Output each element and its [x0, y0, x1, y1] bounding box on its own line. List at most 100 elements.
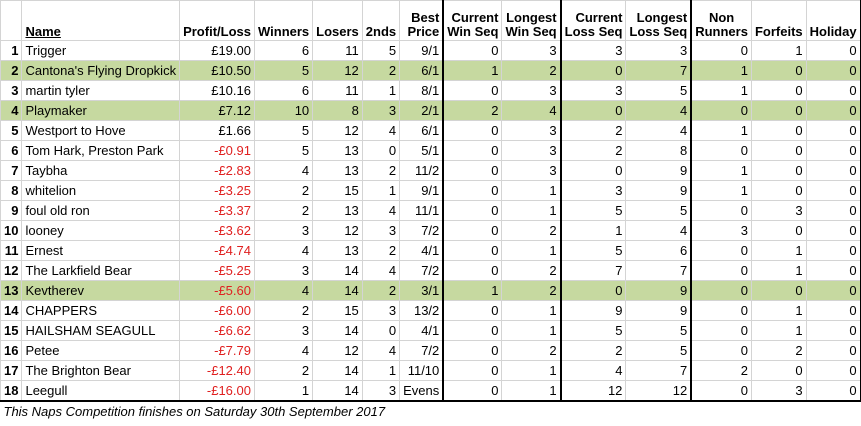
- row-profit-loss[interactable]: -£3.37: [179, 200, 255, 221]
- row-profit-loss[interactable]: -£3.62: [179, 220, 255, 241]
- row-forfeits[interactable]: 0: [750, 80, 807, 101]
- row-2nds[interactable]: 1: [361, 80, 401, 101]
- row-current-loss-seq[interactable]: 0: [560, 60, 627, 81]
- row-current-win-seq[interactable]: 0: [442, 220, 503, 241]
- row-holiday[interactable]: 0: [805, 260, 861, 281]
- row-longest-win-seq[interactable]: 1: [501, 360, 562, 381]
- row-winners[interactable]: 4: [253, 160, 314, 181]
- row-holiday[interactable]: 0: [805, 340, 861, 361]
- row-losers[interactable]: 13: [312, 140, 363, 161]
- col-header-2nds[interactable]: 2nds: [361, 0, 401, 41]
- row-profit-loss[interactable]: -£0.91: [179, 140, 255, 161]
- row-2nds[interactable]: 3: [361, 220, 401, 241]
- row-profit-loss[interactable]: -£7.79: [179, 340, 255, 361]
- row-longest-win-seq[interactable]: 2: [501, 340, 562, 361]
- row-2nds[interactable]: 0: [361, 140, 401, 161]
- row-holiday[interactable]: 0: [805, 320, 861, 341]
- table-row[interactable]: 18 Leegull -£16.00 1 14 3 Evens 0 1 12 12 0 3 0: [0, 380, 861, 402]
- row-name[interactable]: Tom Hark, Preston Park: [21, 140, 181, 161]
- table-row[interactable]: 12 The Larkfield Bear -£5.25 3 14 4 7/2 0 2 7 7 0 1 0: [0, 260, 861, 281]
- row-holiday[interactable]: 0: [805, 300, 861, 321]
- row-holiday[interactable]: 0: [805, 100, 861, 121]
- row-best-price[interactable]: 4/1: [399, 240, 444, 261]
- row-position[interactable]: 13: [0, 280, 23, 301]
- row-losers[interactable]: 14: [312, 380, 363, 402]
- row-current-loss-seq[interactable]: 5: [560, 240, 627, 261]
- row-holiday[interactable]: 0: [805, 200, 861, 221]
- row-longest-loss-seq[interactable]: 7: [625, 360, 693, 381]
- row-longest-win-seq[interactable]: 2: [501, 220, 562, 241]
- row-position[interactable]: 6: [0, 140, 23, 161]
- row-profit-loss[interactable]: -£12.40: [179, 360, 255, 381]
- table-row[interactable]: 9 foul old ron -£3.37 2 13 4 11/1 0 1 5 5 0 3 0: [0, 200, 861, 221]
- row-best-price[interactable]: 13/2: [399, 300, 444, 321]
- row-2nds[interactable]: 1: [361, 180, 401, 201]
- row-forfeits[interactable]: 1: [750, 40, 807, 61]
- table-row[interactable]: 3 martin tyler £10.16 6 11 1 8/1 0 3 3 5 1 0 0: [0, 80, 861, 101]
- row-non-runners[interactable]: 2: [690, 360, 752, 381]
- row-longest-win-seq[interactable]: 4: [501, 100, 562, 121]
- row-profit-loss[interactable]: £1.66: [179, 120, 255, 141]
- row-losers[interactable]: 11: [312, 40, 363, 61]
- row-winners[interactable]: 6: [253, 40, 314, 61]
- row-longest-loss-seq[interactable]: 4: [625, 120, 693, 141]
- row-profit-loss[interactable]: -£6.62: [179, 320, 255, 341]
- row-winners[interactable]: 5: [253, 120, 314, 141]
- row-current-win-seq[interactable]: 0: [442, 260, 503, 281]
- row-name[interactable]: Petee: [21, 340, 181, 361]
- row-position[interactable]: 2: [0, 60, 23, 81]
- row-current-loss-seq[interactable]: 7: [560, 260, 627, 281]
- row-name[interactable]: Taybha: [21, 160, 181, 181]
- row-best-price[interactable]: 3/1: [399, 280, 444, 301]
- row-name[interactable]: Cantona's Flying Dropkick: [21, 60, 181, 81]
- row-name[interactable]: martin tyler: [21, 80, 181, 101]
- row-holiday[interactable]: 0: [805, 40, 861, 61]
- row-winners[interactable]: 3: [253, 320, 314, 341]
- row-longest-loss-seq[interactable]: 5: [625, 200, 693, 221]
- table-row[interactable]: 5 Westport to Hove £1.66 5 12 4 6/1 0 3 2 4 1 0 0: [0, 120, 861, 141]
- row-longest-win-seq[interactable]: 1: [501, 300, 562, 321]
- row-holiday[interactable]: 0: [805, 360, 861, 381]
- row-name[interactable]: The Brighton Bear: [21, 360, 181, 381]
- row-winners[interactable]: 3: [253, 220, 314, 241]
- row-longest-win-seq[interactable]: 1: [501, 320, 562, 341]
- row-2nds[interactable]: 2: [361, 240, 401, 261]
- row-forfeits[interactable]: 0: [750, 60, 807, 81]
- row-forfeits[interactable]: 3: [750, 380, 807, 402]
- col-header-holiday[interactable]: Holiday: [805, 0, 861, 41]
- row-best-price[interactable]: 5/1: [399, 140, 444, 161]
- row-current-loss-seq[interactable]: 12: [560, 380, 627, 402]
- row-name[interactable]: Leegull: [21, 380, 181, 402]
- row-non-runners[interactable]: 1: [690, 120, 752, 141]
- row-current-loss-seq[interactable]: 0: [560, 100, 627, 121]
- row-profit-loss[interactable]: £19.00: [179, 40, 255, 61]
- table-row[interactable]: 14 CHAPPERS -£6.00 2 15 3 13/2 0 1 9 9 0 1 0: [0, 300, 861, 321]
- col-header-profit-loss[interactable]: Profit/Loss: [179, 0, 255, 41]
- row-forfeits[interactable]: 0: [750, 280, 807, 301]
- row-position[interactable]: 16: [0, 340, 23, 361]
- row-winners[interactable]: 1: [253, 380, 314, 402]
- row-holiday[interactable]: 0: [805, 80, 861, 101]
- row-winners[interactable]: 4: [253, 280, 314, 301]
- table-row[interactable]: 8 whitelion -£3.25 2 15 1 9/1 0 1 3 9 1 0 0: [0, 180, 861, 201]
- row-forfeits[interactable]: 0: [750, 180, 807, 201]
- table-row[interactable]: 10 looney -£3.62 3 12 3 7/2 0 2 1 4 3 0 0: [0, 220, 861, 241]
- row-name[interactable]: Playmaker: [21, 100, 181, 121]
- row-longest-win-seq[interactable]: 2: [501, 260, 562, 281]
- row-current-win-seq[interactable]: 0: [442, 120, 503, 141]
- row-current-win-seq[interactable]: 1: [442, 60, 503, 81]
- row-position[interactable]: 12: [0, 260, 23, 281]
- row-holiday[interactable]: 0: [805, 140, 861, 161]
- row-losers[interactable]: 15: [312, 300, 363, 321]
- row-current-win-seq[interactable]: 0: [442, 140, 503, 161]
- row-current-win-seq[interactable]: 0: [442, 80, 503, 101]
- table-row[interactable]: 15 HAILSHAM SEAGULL -£6.62 3 14 0 4/1 0 1 5 5 0 1 0: [0, 320, 861, 341]
- row-longest-loss-seq[interactable]: 4: [625, 100, 693, 121]
- row-forfeits[interactable]: 1: [750, 240, 807, 261]
- row-current-win-seq[interactable]: 0: [442, 300, 503, 321]
- row-position[interactable]: 14: [0, 300, 23, 321]
- row-losers[interactable]: 15: [312, 180, 363, 201]
- row-longest-win-seq[interactable]: 2: [501, 280, 562, 301]
- row-losers[interactable]: 12: [312, 340, 363, 361]
- row-2nds[interactable]: 4: [361, 120, 401, 141]
